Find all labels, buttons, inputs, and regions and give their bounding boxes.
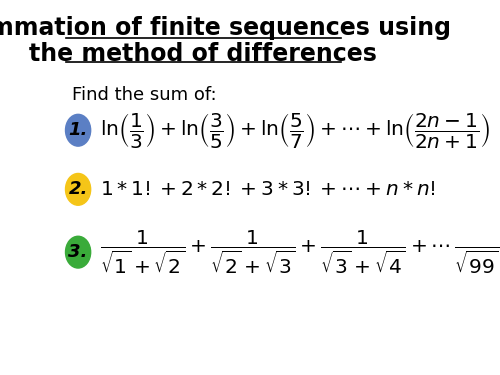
Circle shape	[66, 114, 90, 146]
Text: 1.: 1.	[68, 121, 88, 139]
Text: $\dfrac{1}{\sqrt{1}+\sqrt{2}} + \dfrac{1}{\sqrt{2}+\sqrt{3}} + \dfrac{1}{\sqrt{3: $\dfrac{1}{\sqrt{1}+\sqrt{2}} + \dfrac{1…	[100, 228, 500, 276]
Circle shape	[66, 236, 90, 268]
Text: 3.: 3.	[68, 243, 88, 261]
Text: Find the sum of:: Find the sum of:	[72, 86, 217, 104]
Text: $\ln\!\left(\dfrac{1}{3}\right) + \ln\!\left(\dfrac{3}{5}\right) + \ln\!\left(\d: $\ln\!\left(\dfrac{1}{3}\right) + \ln\!\…	[100, 111, 490, 150]
Circle shape	[66, 174, 90, 205]
Text: the method of differences: the method of differences	[30, 42, 377, 66]
Text: 2.: 2.	[68, 180, 88, 198]
Text: $1 * 1! + 2 * 2! + 3 * 3! + \cdots + n * n!$: $1 * 1! + 2 * 2! + 3 * 3! + \cdots + n *…	[100, 180, 436, 199]
Text: Summation of finite sequences using: Summation of finite sequences using	[0, 16, 452, 40]
